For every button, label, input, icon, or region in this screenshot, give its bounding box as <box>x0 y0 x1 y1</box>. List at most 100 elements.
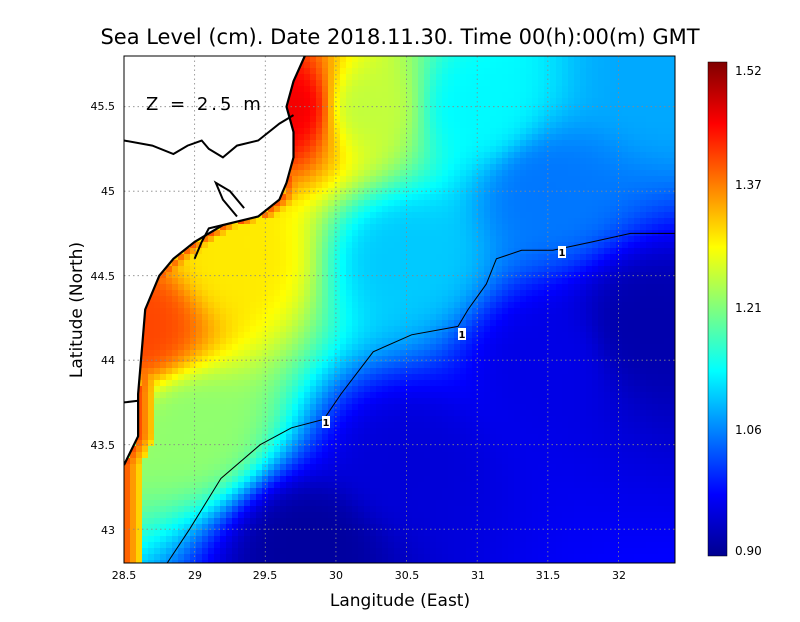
field-cell <box>220 314 227 321</box>
field-cell <box>460 68 467 75</box>
field-cell <box>388 368 395 375</box>
field-cell <box>214 248 221 255</box>
field-cell <box>592 290 599 297</box>
field-cell <box>466 122 473 129</box>
field-cell <box>640 104 647 111</box>
field-cell <box>238 254 245 261</box>
field-cell <box>382 170 389 177</box>
field-cell <box>562 290 569 297</box>
field-cell <box>562 116 569 123</box>
field-cell <box>184 332 191 339</box>
field-cell <box>478 326 485 333</box>
field-cell <box>472 128 479 135</box>
field-cell <box>496 206 503 213</box>
field-cell <box>292 266 299 273</box>
field-cell <box>532 86 539 93</box>
field-cell <box>484 260 491 267</box>
field-cell <box>496 242 503 249</box>
field-cell <box>316 170 323 177</box>
field-cell <box>382 80 389 87</box>
field-cell <box>376 140 383 147</box>
field-cell <box>400 356 407 363</box>
field-cell <box>550 140 557 147</box>
field-cell <box>496 224 503 231</box>
field-cell <box>622 272 629 279</box>
field-cell <box>208 230 215 237</box>
field-cell <box>268 272 275 279</box>
field-cell <box>238 320 245 327</box>
field-cell <box>472 92 479 99</box>
field-cell <box>568 74 575 81</box>
field-cell <box>604 224 611 231</box>
field-cell <box>250 236 257 243</box>
field-cell <box>298 230 305 237</box>
field-cell <box>508 92 515 99</box>
field-cell <box>346 362 353 369</box>
field-cell <box>430 200 437 207</box>
field-cell <box>574 62 581 69</box>
field-cell <box>484 254 491 261</box>
field-cell <box>430 56 437 63</box>
field-cell <box>670 170 675 177</box>
field-cell <box>526 356 533 363</box>
field-cell <box>508 62 515 69</box>
field-cell <box>496 152 503 159</box>
field-cell <box>196 290 203 297</box>
field-cell <box>478 212 485 219</box>
field-cell <box>256 224 263 231</box>
field-cell <box>370 128 377 135</box>
field-cell <box>490 356 497 363</box>
field-cell <box>640 116 647 123</box>
field-cell <box>382 164 389 171</box>
field-cell <box>388 56 395 63</box>
field-cell <box>292 278 299 285</box>
field-cell <box>322 104 329 111</box>
field-cell <box>208 254 215 261</box>
field-cell <box>502 56 509 63</box>
field-cell <box>646 248 653 255</box>
field-cell <box>214 230 221 237</box>
field-cell <box>568 254 575 261</box>
field-cell <box>550 80 557 87</box>
field-cell <box>640 308 647 315</box>
field-cell <box>460 296 467 303</box>
field-cell <box>646 224 653 231</box>
field-cell <box>316 116 323 123</box>
field-cell <box>286 302 293 309</box>
field-cell <box>514 194 521 201</box>
field-cell <box>358 284 365 291</box>
field-cell <box>646 362 653 369</box>
field-cell <box>316 188 323 195</box>
field-cell <box>352 62 359 69</box>
field-cell <box>538 302 545 309</box>
field-cell <box>436 290 443 297</box>
field-cell <box>514 98 521 105</box>
field-cell <box>406 104 413 111</box>
field-cell <box>472 56 479 63</box>
field-cell <box>574 188 581 195</box>
field-cell <box>400 278 407 285</box>
field-cell <box>496 200 503 207</box>
field-cell <box>478 62 485 69</box>
field-cell <box>628 140 635 147</box>
field-cell <box>178 284 185 291</box>
field-cell <box>298 356 305 363</box>
field-cell <box>646 74 653 81</box>
field-cell <box>520 110 527 117</box>
field-cell <box>322 62 329 69</box>
field-cell <box>538 242 545 249</box>
field-cell <box>634 314 641 321</box>
field-cell <box>538 266 545 273</box>
field-cell <box>502 338 509 345</box>
field-cell <box>574 320 581 327</box>
field-cell <box>286 362 293 369</box>
field-cell <box>328 344 335 351</box>
field-cell <box>442 374 449 381</box>
field-cell <box>478 320 485 327</box>
field-cell <box>646 170 653 177</box>
field-cell <box>622 146 629 153</box>
field-cell <box>358 338 365 345</box>
field-cell <box>442 170 449 177</box>
field-cell <box>322 218 329 225</box>
field-cell <box>508 146 515 153</box>
